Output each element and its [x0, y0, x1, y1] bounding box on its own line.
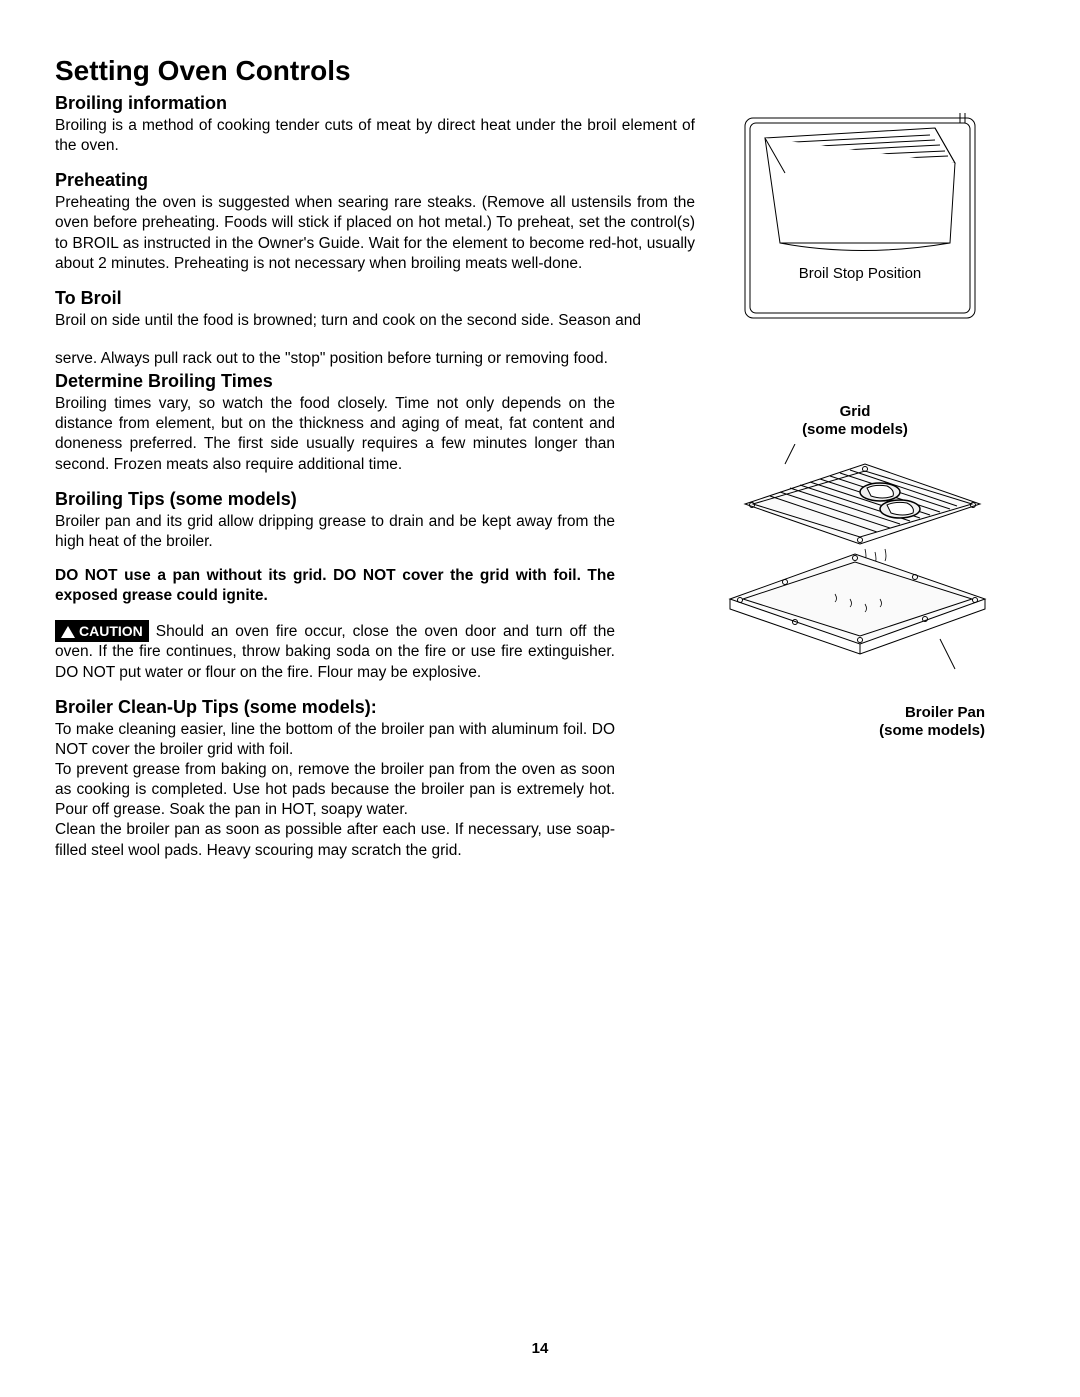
pan-label-broiler-models: (some models)	[879, 722, 985, 739]
caution-block: CAUTION Should an oven fire occur, close…	[55, 620, 615, 682]
heading-broiling-info: Broiling information	[55, 93, 695, 114]
content-area: Broiling information Broiling is a metho…	[55, 93, 1025, 861]
broiler-pan-diagram-icon	[715, 444, 995, 694]
text-cleanup-1: To make cleaning easier, line the bottom…	[55, 720, 615, 760]
text-cleanup-2: To prevent grease from baking on, remove…	[55, 760, 615, 820]
pan-label-broiler: Broiler Pan	[905, 704, 985, 721]
pan-label-bottom: Broiler Pan (some models)	[715, 704, 995, 740]
text-broiling-info: Broiling is a method of cooking tender c…	[55, 116, 695, 156]
pan-label-top: Grid (some models)	[715, 403, 995, 439]
pan-label-grid-models: (some models)	[802, 421, 908, 438]
heading-cleanup: Broiler Clean-Up Tips (some models):	[55, 697, 615, 718]
caution-label: CAUTION	[79, 623, 143, 639]
text-determine-times: Broiling times vary, so watch the food c…	[55, 394, 615, 475]
text-to-broil-2: serve. Always pull rack out to the "stop…	[55, 349, 615, 369]
text-cleanup-3: Clean the broiler pan as soon as possibl…	[55, 820, 615, 860]
left-column: Broiling information Broiling is a metho…	[55, 93, 695, 861]
caution-badge: CAUTION	[55, 620, 149, 642]
right-column: Broil Stop Position Grid (some models)	[715, 93, 1005, 861]
heading-preheating: Preheating	[55, 170, 695, 191]
oven-diagram-icon: Broil Stop Position	[735, 113, 985, 323]
narrow-content: serve. Always pull rack out to the "stop…	[55, 349, 615, 861]
heading-broiling-tips: Broiling Tips (some models)	[55, 489, 615, 510]
page-title: Setting Oven Controls	[55, 55, 1025, 87]
oven-label: Broil Stop Position	[799, 265, 922, 282]
figure-pan: Grid (some models)	[715, 403, 995, 740]
text-preheating: Preheating the oven is suggested when se…	[55, 193, 695, 274]
heading-determine-times: Determine Broiling Times	[55, 371, 615, 392]
page-number: 14	[0, 1340, 1080, 1357]
text-broiling-tips: Broiler pan and its grid allow dripping …	[55, 512, 615, 552]
warning-triangle-icon	[61, 626, 75, 638]
text-to-broil-1: Broil on side until the food is browned;…	[55, 311, 695, 331]
warning-text: DO NOT use a pan without its grid. DO NO…	[55, 566, 615, 606]
figure-oven: Broil Stop Position	[735, 113, 985, 323]
pan-label-grid: Grid	[840, 403, 871, 420]
heading-to-broil: To Broil	[55, 288, 695, 309]
